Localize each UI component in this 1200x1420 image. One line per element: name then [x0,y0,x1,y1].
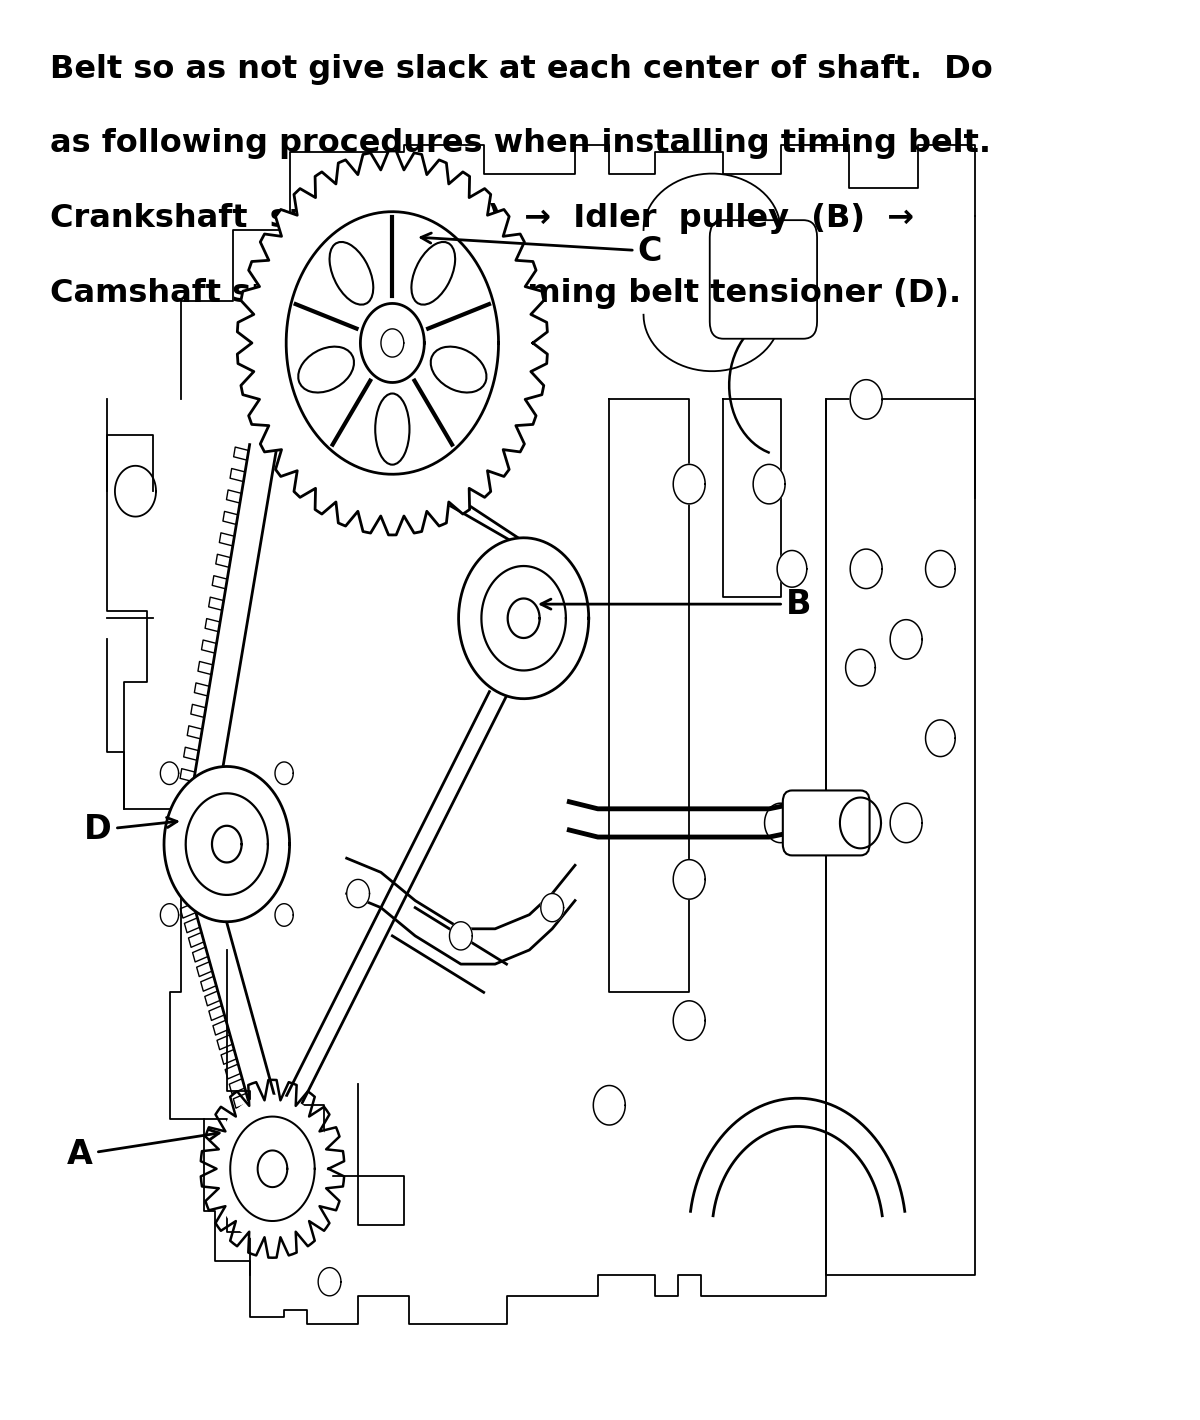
Polygon shape [481,567,566,670]
Polygon shape [541,893,564,922]
Text: Crankshaft  sprocket  (A)  →  Idler  pulley  (B)  →: Crankshaft sprocket (A) → Idler pulley (… [50,203,914,234]
Polygon shape [186,794,268,895]
Polygon shape [925,551,955,588]
Polygon shape [212,826,241,862]
Polygon shape [850,550,882,589]
Ellipse shape [299,346,354,392]
Polygon shape [380,329,403,356]
Polygon shape [161,763,179,784]
FancyBboxPatch shape [709,220,817,339]
Polygon shape [508,598,540,638]
Polygon shape [238,151,547,535]
Polygon shape [890,619,922,659]
Text: D: D [84,814,176,846]
Polygon shape [347,879,370,907]
Polygon shape [754,464,785,504]
Ellipse shape [412,241,455,305]
Polygon shape [764,804,797,842]
Polygon shape [275,763,293,784]
Ellipse shape [431,346,486,392]
Polygon shape [115,466,156,517]
Polygon shape [673,1001,706,1041]
Polygon shape [846,649,875,686]
Polygon shape [778,551,806,588]
Polygon shape [161,903,179,926]
Polygon shape [890,804,922,842]
Text: B: B [541,588,811,621]
Polygon shape [850,379,882,419]
Text: C: C [421,233,662,268]
Polygon shape [673,859,706,899]
Polygon shape [458,538,589,699]
FancyBboxPatch shape [782,791,870,855]
Ellipse shape [376,393,409,464]
Polygon shape [214,1095,332,1242]
Polygon shape [164,767,289,922]
Ellipse shape [330,241,373,305]
Text: Belt so as not give slack at each center of shaft.  Do: Belt so as not give slack at each center… [50,54,992,85]
Polygon shape [840,798,881,848]
Text: as following procedures when installing timing belt.: as following procedures when installing … [50,128,991,159]
Text: A: A [67,1129,220,1172]
Polygon shape [250,166,535,520]
Polygon shape [360,304,425,382]
Polygon shape [673,464,706,504]
Text: Camshaft sprocket (C) → timing belt tensioner (D).: Camshaft sprocket (C) → timing belt tens… [50,278,961,310]
Polygon shape [593,1085,625,1125]
Polygon shape [286,212,498,474]
Polygon shape [275,903,293,926]
Polygon shape [925,720,955,757]
Polygon shape [450,922,473,950]
